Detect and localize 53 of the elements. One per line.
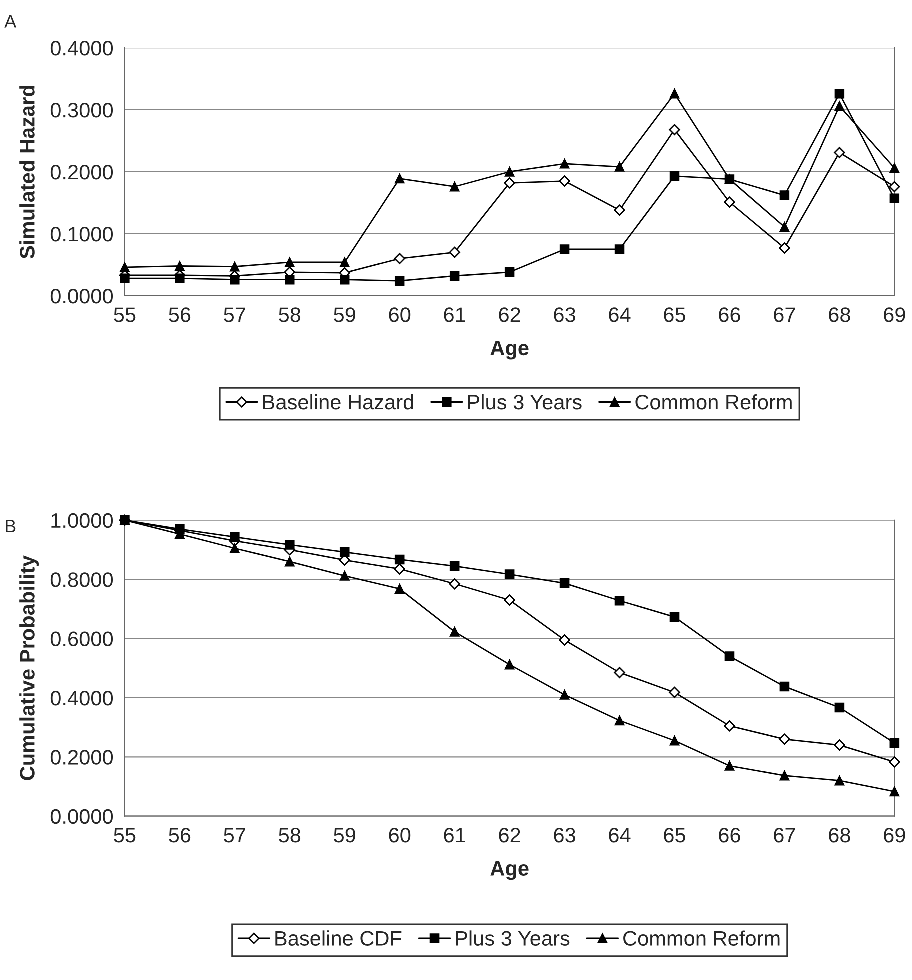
text: A [4,15,17,28]
x-axis-title: Age [490,861,529,880]
x-tick-label: 57 [224,308,246,322]
x-tick-label: 68 [829,828,850,843]
x-tick-label: 69 [884,828,906,843]
x-tick-label: 60 [389,828,411,843]
x-tick-label: 64 [609,828,631,843]
x-tick-label: 59 [334,828,356,843]
x-tick-label: 65 [664,828,686,843]
x-tick-label: 61 [444,828,466,843]
y-tick-label: 0.3000 [50,103,114,118]
x-tick-label: 60 [389,308,411,322]
y-axis-title: Cumulative Probability [20,556,40,780]
x-tick-label: 66 [719,828,740,843]
x-tick-label: 63 [554,308,576,322]
y-tick-label: 0.2000 [50,164,114,180]
x-tick-label: 66 [719,308,740,322]
x-tick-label: 62 [499,308,520,322]
y-tick-label: 1.0000 [52,513,114,528]
x-axis-title: Age [490,341,529,360]
legend-label: Plus 3 Years [456,930,570,946]
x-tick-label: 62 [499,828,520,843]
legend-label: Baseline CDF [276,930,402,946]
x-tick-label: 65 [664,308,686,322]
legend-label: Plus 3 Years [468,394,582,410]
x-tick-label: 64 [609,308,631,322]
x-tick-label: 61 [444,308,466,322]
x-tick-label: 57 [224,828,246,843]
y-tick-label: 0.0000 [50,809,114,824]
y-tick-label: 0.4000 [50,690,114,706]
y-tick-label: 0.8000 [50,572,114,588]
x-tick-label: 55 [114,308,136,322]
x-tick-label: 68 [829,308,850,322]
x-tick-label: 67 [774,828,796,843]
x-tick-label: 55 [114,828,136,843]
legend-label: Baseline Hazard [264,394,414,410]
legend-label: Common Reform [624,930,780,946]
y-tick-label: 0.6000 [50,632,114,647]
text: B [6,520,16,532]
x-tick-label: 67 [774,308,796,322]
y-tick-label: 0.4000 [50,41,114,56]
x-tick-label: 56 [169,308,191,322]
x-tick-label: 69 [884,308,906,322]
x-tick-label: 58 [279,308,301,322]
y-tick-label: 0.2000 [50,750,114,765]
x-tick-label: 58 [279,828,301,843]
x-tick-label: 56 [169,828,191,843]
x-tick-label: 59 [334,308,356,322]
x-tick-label: 63 [554,828,576,843]
y-tick-label: 0.1000 [50,226,114,242]
legend-label: Common Reform [636,394,792,410]
y-axis-title: Simulated Hazard [20,86,35,259]
y-tick-label: 0.0000 [50,288,114,304]
